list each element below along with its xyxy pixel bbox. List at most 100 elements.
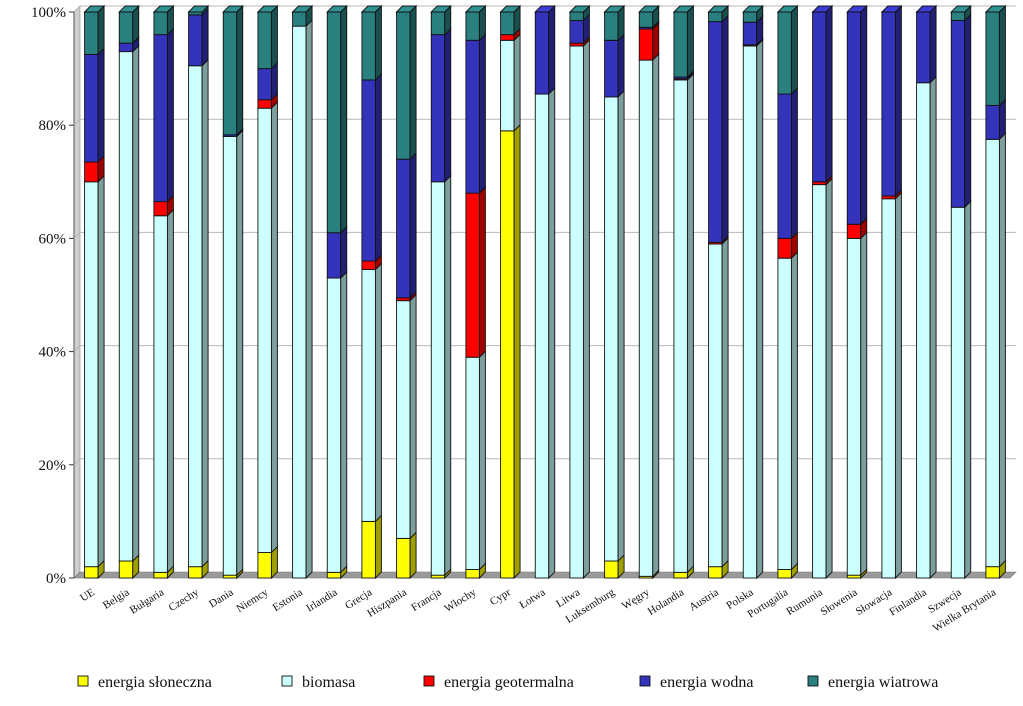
legend-label: energia wiatrowa: [828, 674, 938, 691]
bar-side-15-3: [617, 33, 625, 98]
bar-segment-0-0: [84, 566, 99, 579]
bar-segment-8-3: [361, 79, 376, 262]
bar-stack-2: [152, 4, 175, 580]
bar-segment-22-1: [846, 237, 862, 576]
bar-segment-7-0: [326, 571, 342, 579]
bar-segment-26-3: [985, 104, 1000, 140]
y-tick-label: 80%: [39, 118, 67, 134]
x-tick-label: Estonia: [271, 586, 305, 614]
bar-segment-16-1: [638, 59, 654, 577]
bar-side-7-4: [340, 4, 348, 234]
bar-segment-2-4: [153, 11, 168, 36]
bar-segment-24-3: [916, 11, 931, 84]
bar-stack-11: [464, 4, 487, 580]
bar-segment-7-4: [326, 11, 342, 234]
bar-segment-16-4: [638, 11, 654, 28]
bar-segment-12-4: [500, 11, 515, 36]
bar-side-10-3: [444, 27, 452, 183]
legend-swatch: [77, 675, 89, 687]
bar-stack-17: [672, 4, 695, 580]
legend-item-3: energia wodna: [639, 674, 753, 691]
bar-side-9-1: [409, 293, 417, 540]
bar-side-21-1: [825, 177, 833, 580]
bar-segment-7-3: [326, 232, 342, 279]
legend-item-2: energia geotermalna: [423, 674, 574, 691]
bar-top-23: [880, 5, 903, 13]
legend-swatch: [423, 675, 435, 687]
bar-top-20: [776, 5, 799, 13]
bar-segment-12-1: [500, 39, 515, 132]
bar-segment-1-0: [118, 560, 134, 579]
bar-segment-21-3: [812, 11, 827, 183]
bar-top-16: [638, 5, 660, 13]
bar-segment-14-3: [569, 20, 584, 44]
bar-side-6-1: [305, 19, 313, 580]
x-tick-label: Finlandia: [887, 586, 929, 618]
bar-segment-10-3: [430, 34, 446, 183]
bar-stack-14: [568, 4, 591, 580]
x-tick-label: Holandia: [646, 586, 687, 618]
x-tick-label: Dania: [207, 586, 236, 610]
bar-segment-9-0: [396, 537, 411, 579]
bar-segment-10-4: [430, 11, 446, 36]
bar-segment-20-2: [777, 237, 792, 259]
bar-side-4-1: [236, 129, 244, 577]
bar-top-9: [395, 5, 418, 13]
legend-swatch: [639, 675, 651, 687]
bar-top-11: [464, 5, 487, 13]
bar-side-26-4: [998, 4, 1006, 107]
bar-side-21-3: [825, 4, 833, 183]
bar-segment-9-1: [396, 300, 411, 539]
bar-segment-9-3: [396, 158, 411, 299]
bar-segment-20-0: [777, 569, 792, 579]
bar-segment-11-1: [465, 356, 480, 570]
bar-segment-3-1: [188, 65, 203, 568]
bar-side-10-1: [444, 174, 452, 577]
y-tick-label: 100%: [31, 5, 66, 21]
bar-segment-25-3: [950, 20, 966, 208]
bar-stack-13: [534, 4, 556, 580]
bar-segment-1-4: [118, 11, 134, 44]
bar-segment-0-3: [84, 54, 99, 163]
bar-segment-6-4: [292, 11, 307, 27]
bar-segment-22-3: [846, 11, 862, 225]
bar-stack-3: [187, 4, 210, 580]
x-tick-label: Słowacja: [854, 586, 895, 618]
bar-segment-17-4: [673, 11, 688, 78]
bar-side-8-0: [374, 514, 382, 580]
bar-side-11-3: [478, 33, 486, 195]
bar-side-23-3: [894, 4, 902, 198]
bar-side-0-4: [97, 4, 105, 56]
bar-segment-4-1: [222, 136, 238, 576]
legend-label: energia słoneczna: [98, 674, 212, 691]
bar-side-13-1: [548, 86, 556, 580]
bar-segment-5-4: [257, 11, 272, 70]
bar-stack-10: [430, 4, 452, 580]
legend-swatch: [807, 675, 819, 687]
bar-side-3-1: [201, 58, 209, 568]
bar-side-24-1: [929, 75, 937, 580]
bar-side-17-1: [686, 72, 694, 574]
bar-segment-18-4: [708, 11, 723, 23]
bar-stack-19: [742, 4, 764, 580]
bar-segment-22-2: [846, 223, 862, 239]
bar-segment-19-4: [742, 11, 758, 23]
bar-stack-8: [360, 4, 383, 580]
bar-top-7: [326, 5, 348, 13]
bar-top-25: [950, 5, 972, 13]
x-tick-label: Hiszpania: [365, 586, 409, 620]
bar-side-19-1: [756, 38, 764, 580]
bar-stack-22: [846, 4, 868, 580]
bar-segment-17-0: [673, 571, 688, 579]
x-tick-label: Rumunia: [784, 586, 825, 618]
legend: energia słoneczna biomasa energia geoterma…: [77, 674, 938, 691]
bar-side-26-3: [998, 98, 1006, 141]
bar-top-13: [534, 5, 556, 13]
bar-segment-8-1: [361, 269, 376, 522]
bar-segment-20-3: [777, 93, 792, 239]
bar-segment-26-4: [985, 11, 1000, 106]
gridline-diag: [73, 118, 81, 126]
bar-top-12: [499, 5, 522, 13]
